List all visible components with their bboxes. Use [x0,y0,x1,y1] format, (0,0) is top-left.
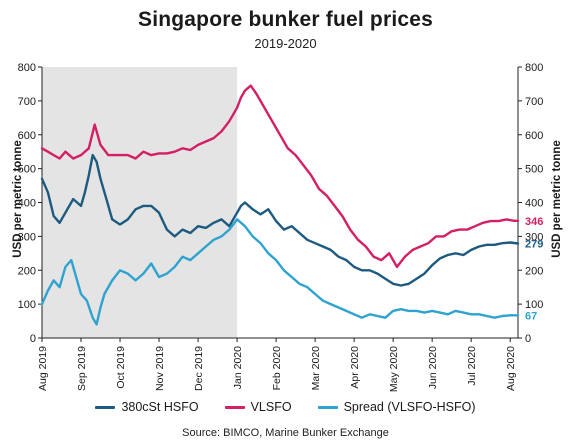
shaded-period [42,67,238,338]
x-tick-label: Jan 2020 [232,346,244,389]
legend-item-hsfo: 380cSt HSFO [95,400,199,414]
end-label: 279 [525,238,543,250]
end-value-labels: 346 279 67 [525,216,543,323]
left-y-tick-label: 100 [18,299,36,311]
left-y-tick-label: 200 [18,265,36,277]
left-y-tick-label: 800 [18,62,36,74]
series-line-2 [40,218,520,326]
y-axis-label-left: USD per metric tonne [12,140,24,258]
legend-label-hsfo: 380cSt HSFO [121,400,199,414]
x-tick-label: Apr 2020 [349,346,361,389]
series-lines [40,84,520,326]
x-tick-label: Aug 2019 [37,346,49,391]
left-y-tick-label: 300 [18,231,36,243]
right-y-tick-label: 800 [525,62,543,74]
legend-swatch-vlsfo [224,405,245,409]
y-axis-label-right: USD per metric tonne [551,140,563,258]
right-y-tick-label: 0 [525,333,531,345]
x-tick-label: Dec 2019 [193,346,205,391]
right-y-tick-label: 700 [525,96,543,108]
x-tick-label: Sep 2019 [76,346,88,391]
legend: 380cSt HSFO VLSFO Spread (VLSFO-HSFO) [0,400,571,414]
end-label: 67 [525,310,537,322]
legend-item-spread: Spread (VLSFO-HSFO) [317,400,476,414]
right-y-tick-label: 500 [525,164,543,176]
x-tick-label: Jun 2020 [427,346,439,389]
x-tick-label: Jul 2020 [466,346,478,386]
legend-swatch-spread [317,405,338,409]
chart-subtitle: 2019-2020 [254,36,317,51]
left-y-tick-label: 500 [18,164,36,176]
x-tick-label: Feb 2020 [271,346,283,391]
x-tick-label: Nov 2019 [154,346,166,391]
x-tick-label: Mar 2020 [310,346,322,391]
left-y-tick-label: 600 [18,130,36,142]
left-y-tick-label: 700 [18,96,36,108]
series-line-1 [40,84,520,269]
left-y-axis: 0 100 200 300 400 500 600 700 800 [18,62,42,345]
right-y-tick-label: 300 [525,231,543,243]
right-y-tick-label: 600 [525,130,543,142]
left-y-tick-label: 0 [30,333,36,345]
x-tick-label: May 2020 [388,346,400,392]
legend-label-vlsfo: VLSFO [250,400,292,414]
x-tick-label: Oct 2019 [115,346,127,389]
right-y-tick-label: 100 [525,299,543,311]
legend-swatch-hsfo [95,405,116,409]
left-y-tick-label: 400 [18,198,36,210]
right-y-tick-label: 400 [525,198,543,210]
chart-title: Singapore bunker fuel prices [137,8,433,31]
right-y-tick-label: 200 [525,265,543,277]
series-line-0 [40,153,520,287]
end-label: 346 [525,216,543,228]
x-axis: Aug 2019 Sep 2019 Oct 2019 Nov 2019 Dec 2019… [37,338,517,392]
legend-item-vlsfo: VLSFO [224,400,292,414]
right-y-axis: 0 100 200 300 400 500 600 700 800 [518,62,543,345]
x-tick-label: Aug 2020 [505,346,517,391]
source-note: Source: BIMCO, Marine Bunker Exchange [182,427,389,439]
legend-label-spread: Spread (VLSFO-HSFO) [343,400,476,414]
